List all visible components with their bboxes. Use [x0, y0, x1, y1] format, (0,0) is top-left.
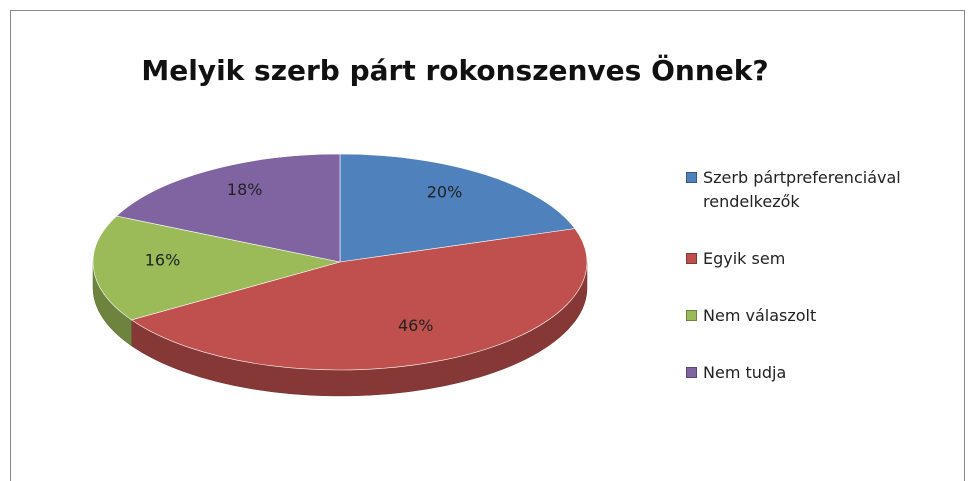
legend-item: Szerb pártpreferenciával rendelkezők: [686, 166, 956, 214]
slice: [92, 215, 341, 321]
legend-label: Nem válaszolt: [703, 306, 817, 325]
slice: [115, 153, 341, 263]
chart-title: Melyik szerb párt rokonszenves Önnek?: [141, 53, 768, 87]
slice: [339, 153, 576, 263]
legend-label: Egyik sem: [703, 249, 786, 268]
legend-swatch: [686, 367, 697, 378]
legend-label: Nem tudja: [703, 363, 787, 382]
legend-item: Nem válaszolt: [686, 304, 956, 328]
data-label: 46%: [398, 316, 434, 335]
legend: Szerb pártpreferenciával rendelkezők Egyi…: [686, 166, 956, 418]
legend-item: Egyik sem: [686, 247, 956, 271]
legend-swatch: [686, 310, 697, 321]
legend-label: Szerb pártpreferenciával rendelkezők: [703, 168, 901, 211]
legend-item: Nem tudja: [686, 361, 956, 385]
data-label: 20%: [427, 183, 463, 202]
data-label: 18%: [227, 180, 263, 199]
data-label: 16%: [145, 250, 181, 269]
legend-swatch: [686, 253, 697, 264]
slice: [130, 228, 588, 371]
legend-swatch: [686, 172, 697, 183]
